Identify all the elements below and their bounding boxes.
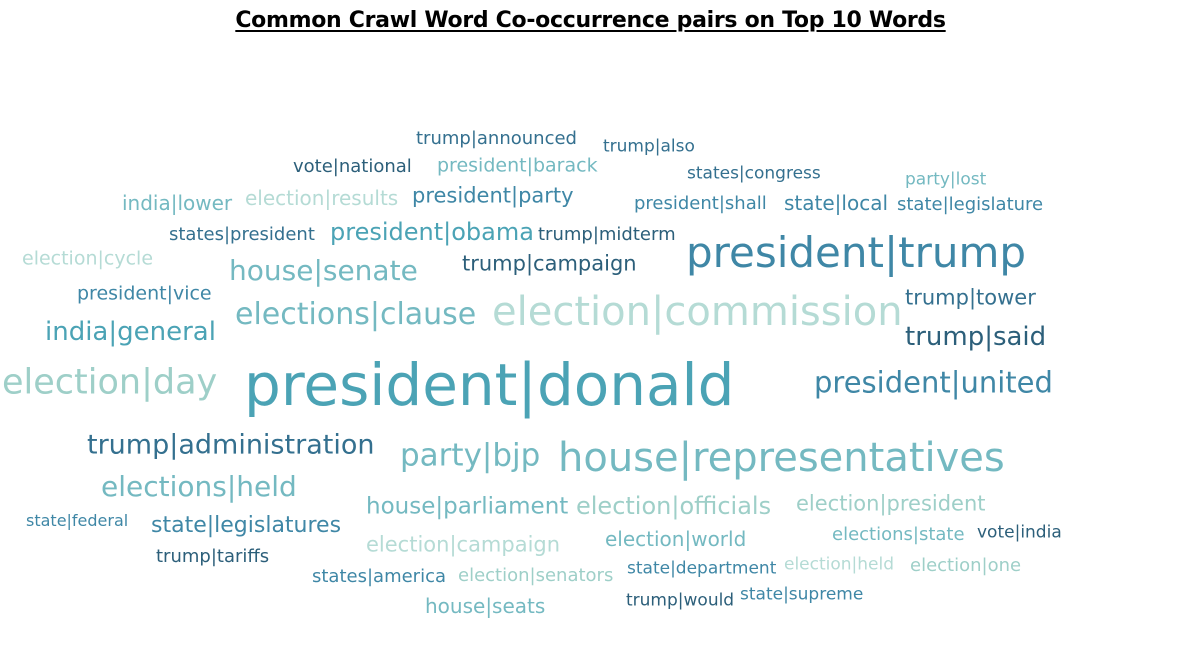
word-states-president: states|president (169, 224, 315, 245)
word-vote-india: vote|india (977, 522, 1062, 543)
word-trump-campaign: trump|campaign (462, 251, 637, 276)
word-state-federal: state|federal (26, 511, 129, 530)
word-party-lost: party|lost (905, 169, 987, 190)
word-state-supreme: state|supreme (740, 584, 864, 605)
word-election-one: election|one (910, 555, 1022, 576)
word-trump-would: trump|would (626, 590, 735, 611)
word-house-parliament: house|parliament (366, 493, 569, 520)
word-house-representatives: house|representatives (558, 435, 1005, 481)
word-trump-tower: trump|tower (905, 285, 1036, 310)
word-india-general: india|general (45, 317, 216, 347)
word-president-donald: president|donald (244, 351, 735, 419)
word-president-vice: president|vice (77, 282, 212, 305)
word-vote-national: vote|national (293, 156, 412, 177)
word-election-held: election|held (784, 554, 895, 575)
word-election-commission: election|commission (492, 289, 903, 335)
word-president-united: president|united (814, 365, 1053, 400)
chart-title: Common Crawl Word Co-occurrence pairs on… (235, 8, 946, 33)
word-elections-held: elections|held (101, 470, 297, 503)
word-india-lower: india|lower (122, 191, 233, 215)
word-trump-tariffs: trump|tariffs (156, 546, 270, 567)
word-party-bjp: party|bjp (400, 437, 541, 474)
word-state-legislatures: state|legislatures (151, 513, 342, 538)
word-state-local: state|local (784, 191, 889, 215)
word-trump-also: trump|also (603, 136, 695, 157)
word-election-campaign: election|campaign (366, 532, 561, 557)
word-election-senators: election|senators (458, 565, 614, 586)
word-state-department: state|department (627, 558, 777, 579)
word-election-cycle: election|cycle (22, 247, 154, 270)
word-house-seats: house|seats (425, 594, 546, 618)
word-state-legislature: state|legislature (897, 194, 1044, 215)
word-election-officials: election|officials (576, 492, 772, 520)
word-trump-said: trump|said (905, 322, 1047, 352)
word-trump-announced: trump|announced (416, 128, 577, 149)
word-president-party: president|party (412, 183, 574, 208)
word-house-senate: house|senate (229, 254, 418, 287)
word-trump-administration: trump|administration (87, 429, 375, 461)
word-elections-state: elections|state (832, 524, 965, 545)
word-election-results: election|results (245, 186, 399, 210)
word-president-trump: president|trump (686, 228, 1027, 277)
word-election-day: election|day (2, 362, 218, 403)
word-president-barack: president|barack (437, 154, 598, 177)
word-president-obama: president|obama (330, 218, 534, 246)
word-states-congress: states|congress (687, 163, 821, 184)
word-election-president: election|president (796, 491, 986, 516)
word-president-shall: president|shall (634, 193, 767, 214)
word-election-world: election|world (605, 527, 747, 551)
word-states-america: states|america (312, 566, 447, 587)
word-trump-midterm: trump|midterm (538, 224, 676, 245)
word-elections-clause: elections|clause (235, 297, 477, 332)
